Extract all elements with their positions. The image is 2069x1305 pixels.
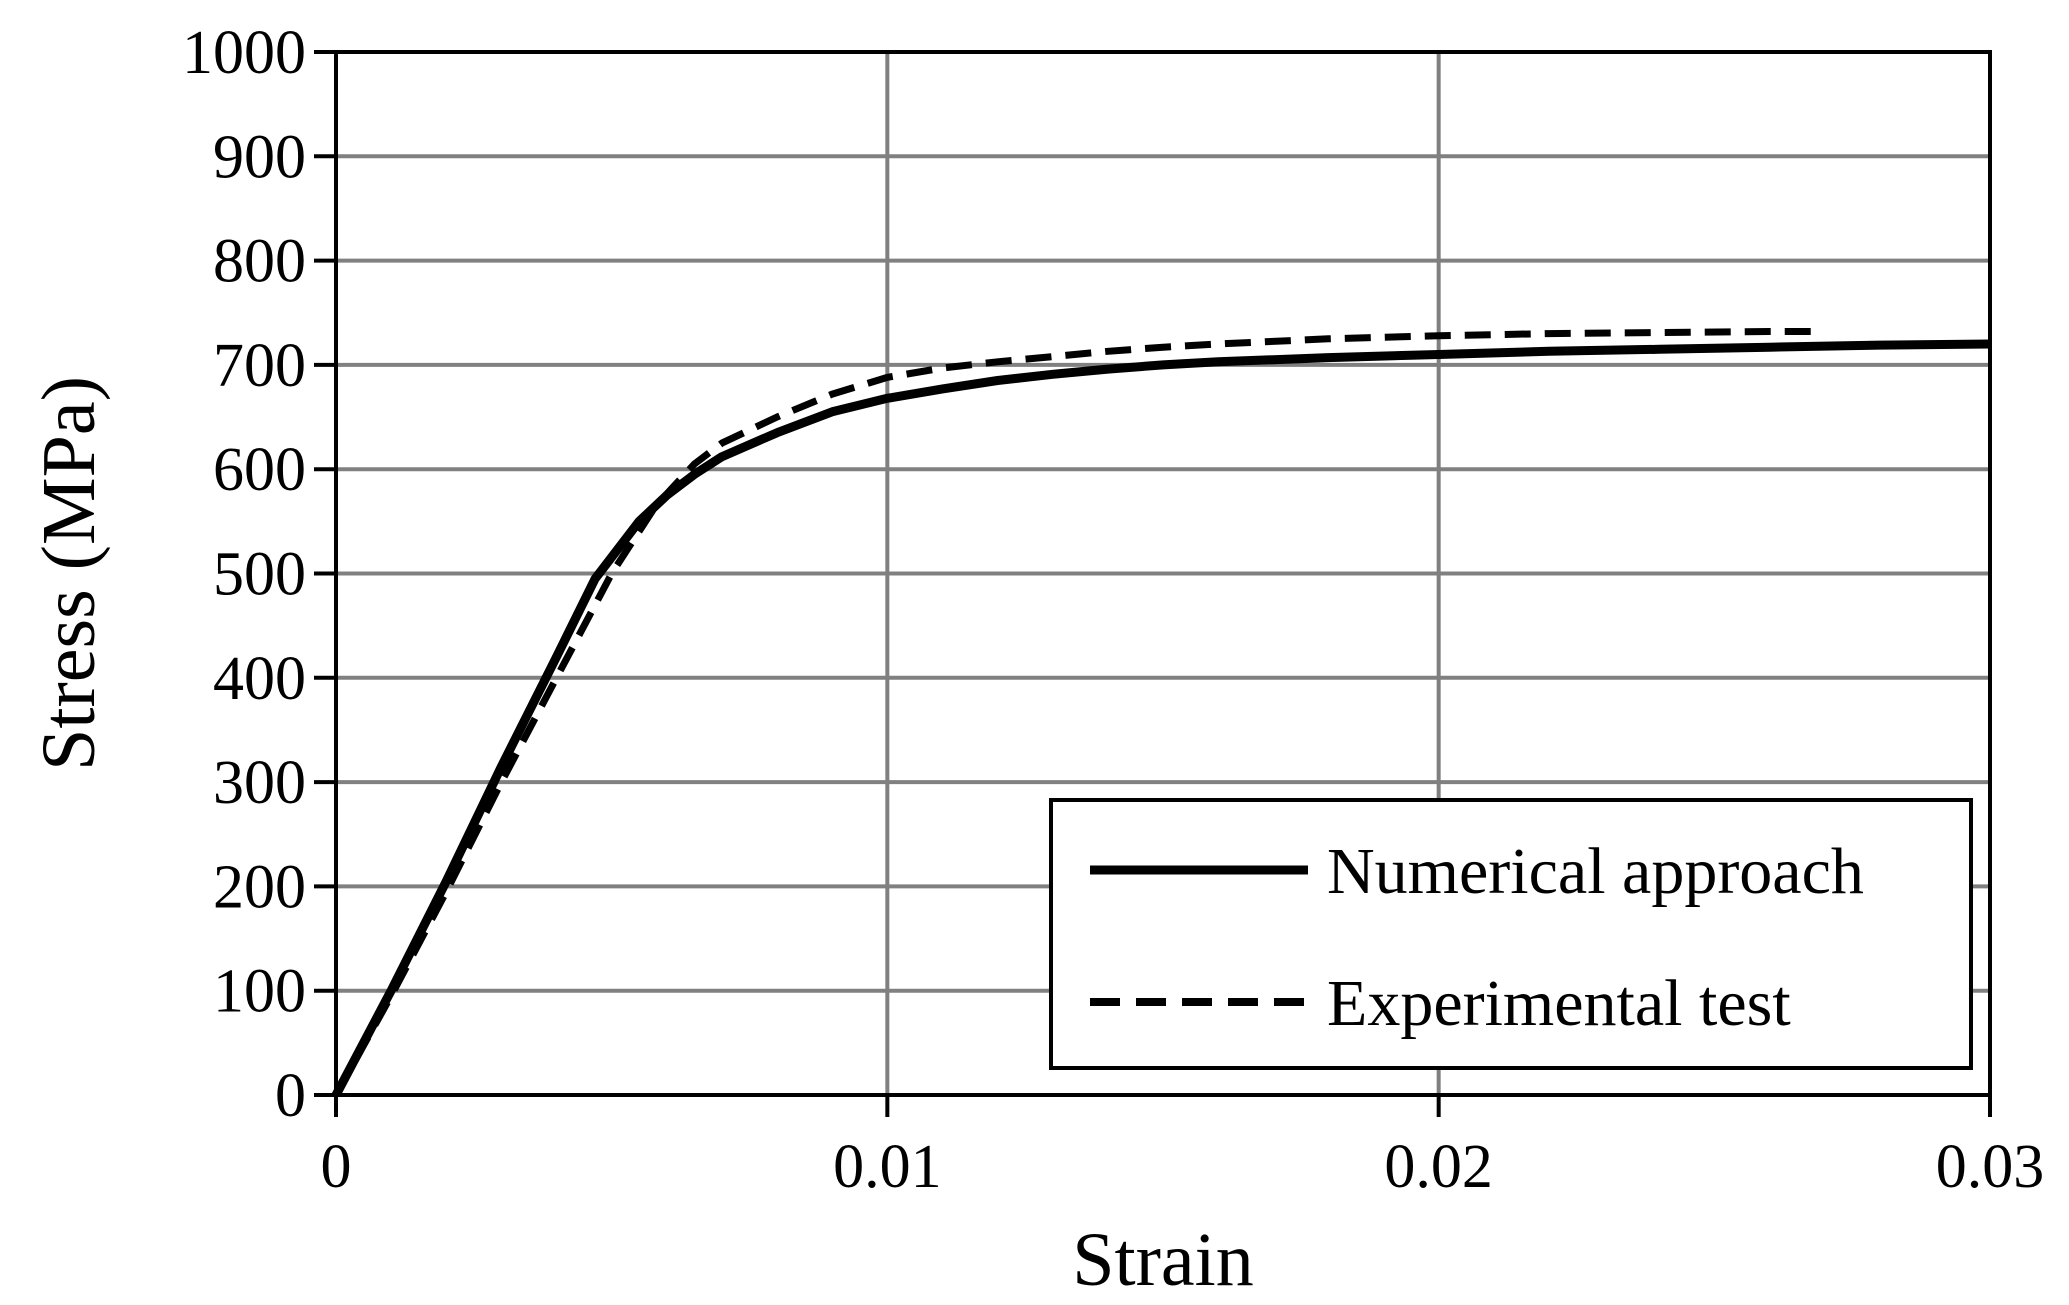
experimental-test-line — [332, 328, 1825, 1097]
numerical-approach-line — [332, 339, 1991, 1098]
y-tick-label: 300 — [213, 749, 306, 817]
y-tick-label: 800 — [213, 228, 306, 296]
legend-entry-label: Numerical approach — [1327, 835, 1864, 908]
y-tick-label: 700 — [213, 332, 306, 400]
axis-layer — [314, 50, 1992, 1117]
y-tick-label: 0 — [275, 1062, 306, 1130]
x-tick-label: 0.03 — [1936, 1133, 2045, 1201]
y-tick-label: 1000 — [182, 19, 306, 87]
y-tick-label: 100 — [213, 958, 306, 1026]
legend-box — [1049, 798, 1973, 1070]
y-tick-label: 900 — [213, 123, 306, 191]
y-tick-label: 200 — [213, 853, 306, 921]
legend: Numerical approach Experimental test — [1049, 798, 1973, 1070]
x-tick-label: 0.01 — [833, 1133, 942, 1201]
series-layer — [332, 328, 1991, 1098]
x-tick-label: 0.02 — [1384, 1133, 1493, 1201]
plot-frame — [334, 50, 1992, 1097]
y-tick-label: 400 — [213, 645, 306, 713]
y-axis-title: Stress (MPa) — [27, 376, 111, 771]
x-axis-title: Strain — [1072, 1218, 1254, 1302]
y-tick-label: 500 — [213, 541, 306, 609]
label-layer: 0 100 200 300 400 500 600 700 800 900 1000 0 0.01 0.0… — [27, 19, 2044, 1302]
y-tick-label: 600 — [213, 436, 306, 504]
x-tick-label: 0 — [321, 1133, 352, 1201]
legend-entry-label: Experimental test — [1327, 967, 1791, 1040]
